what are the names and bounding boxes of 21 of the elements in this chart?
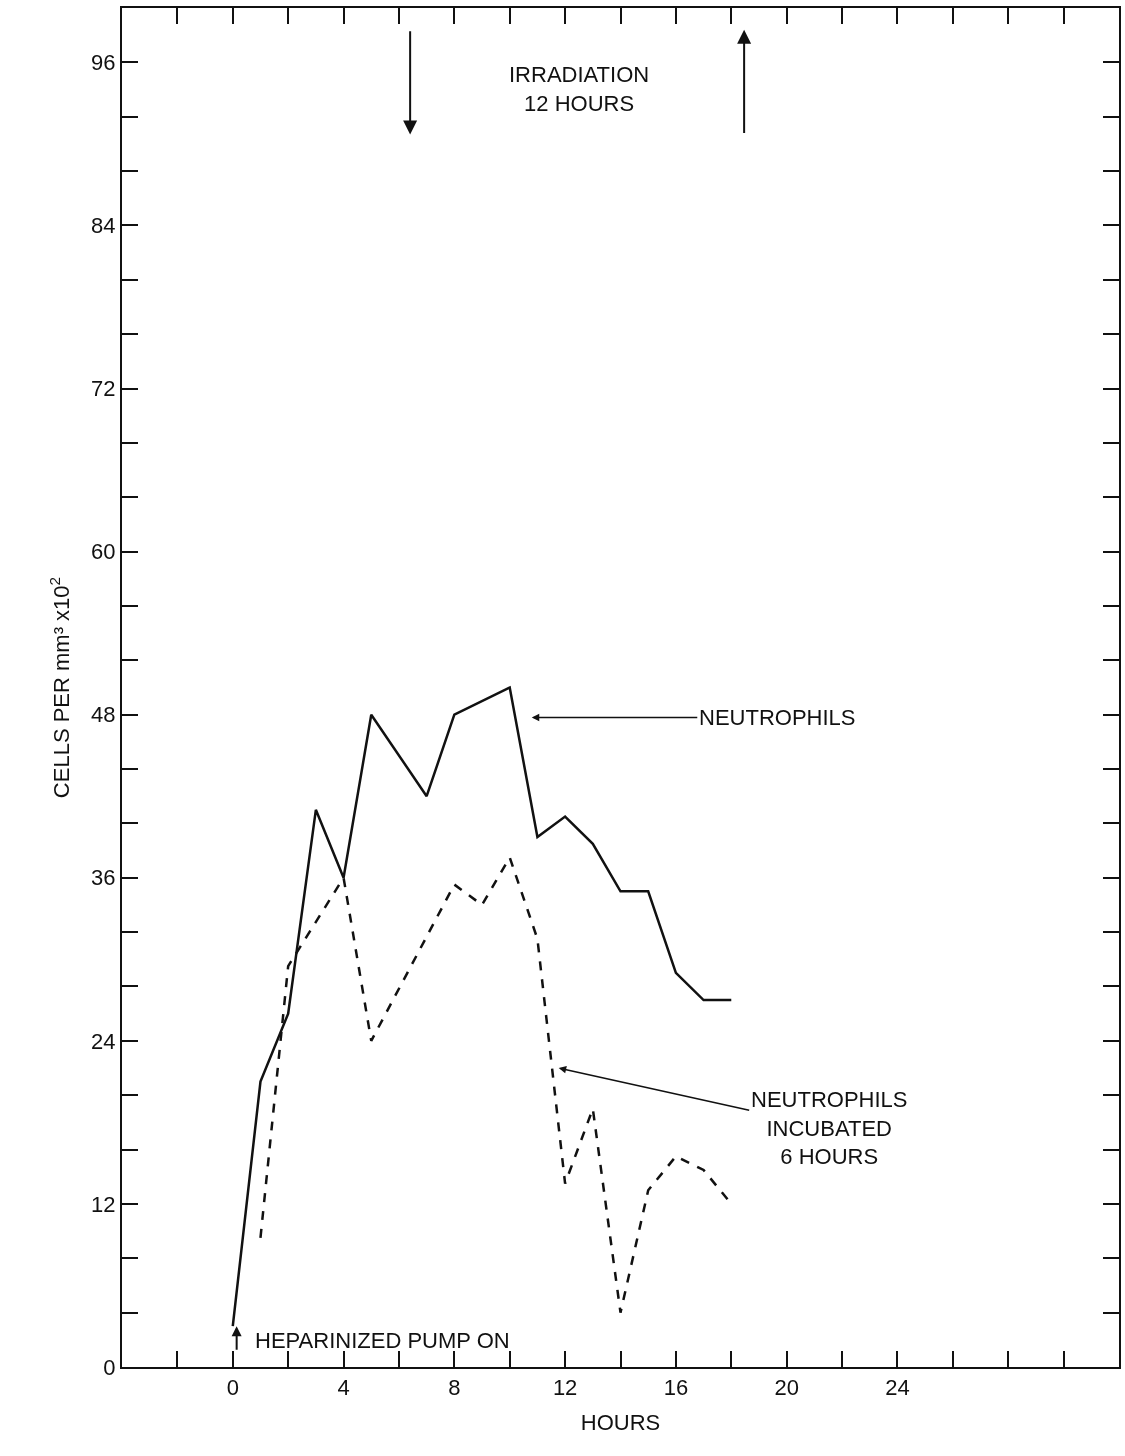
x-tick-label: 4 [337, 1375, 350, 1401]
annotation: IRRADIATION 12 HOURS [509, 62, 650, 116]
y-tick-label: 0 [103, 1354, 116, 1380]
x-tick-label: 24 [885, 1375, 910, 1401]
y-tick-label: 72 [91, 376, 116, 402]
x-tick-label: 8 [448, 1375, 461, 1401]
x-axis-title: HOURS [580, 1409, 661, 1435]
x-tick-label: 20 [774, 1375, 799, 1401]
y-tick-label: 60 [91, 539, 116, 565]
x-tick-label: 0 [226, 1375, 239, 1401]
y-tick-label: 96 [91, 50, 116, 76]
y-tick-label: 36 [91, 865, 116, 891]
y-tick-label: 12 [91, 1191, 116, 1217]
y-tick-label: 84 [91, 213, 116, 239]
x-tick-label: 16 [663, 1375, 689, 1401]
y-tick-label: 24 [91, 1028, 116, 1054]
annotation: NEUTROPHILS INCUBATED 6 HOURS [751, 1087, 908, 1170]
x-tick-label: 12 [552, 1375, 578, 1401]
annotation: NEUTROPHILS [699, 705, 856, 730]
y-tick-label: 48 [91, 702, 116, 728]
annotation: HEPARINIZED PUMP ON [255, 1328, 510, 1353]
